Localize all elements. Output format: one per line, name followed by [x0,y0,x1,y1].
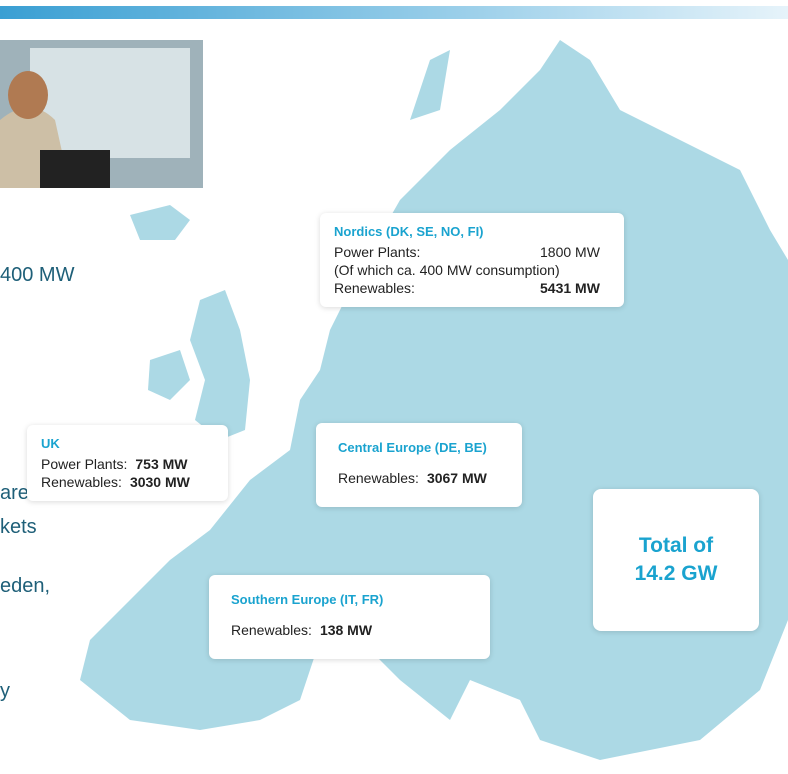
row-label: Renewables: [338,469,419,487]
body-text: 400 MW [0,264,74,287]
row-value: 1800 MW [540,243,610,261]
row-label: (Of which ca. 400 MW consumption) [334,261,560,279]
card-title: UK [41,435,214,453]
region-card: Nordics (DK, SE, NO, FI) Power Plants: 180… [320,213,624,307]
row-value: 3067 MW [427,469,487,487]
total-card: Total of 14.2 GW [593,489,759,631]
photo [0,40,203,188]
row-value: 753 MW [135,455,187,473]
total-line: Total of [639,532,713,560]
slide: 400 MW are kets eden, y Total of 14.2 GW… [0,0,788,774]
card-row: Renewables: 3030 MW [41,473,214,491]
total-line: 14.2 GW [635,560,718,588]
card-title: Southern Europe (IT, FR) [231,591,468,609]
body-text: y [0,680,10,703]
card-row: Renewables: 138 MW [231,621,468,639]
region-card: UK Power Plants: 753 MW Renewables: 3030 MW [27,425,228,501]
body-text: eden, [0,575,50,598]
body-text: kets [0,516,37,539]
card-title: Nordics (DK, SE, NO, FI) [334,223,610,241]
card-row: (Of which ca. 400 MW consumption) [334,261,610,279]
row-label: Power Plants: [334,243,532,261]
row-label: Renewables: [231,621,312,639]
card-row: Renewables: 5431 MW [334,279,610,297]
row-value: 5431 MW [540,279,610,297]
card-row: Power Plants: 1800 MW [334,243,610,261]
row-label: Power Plants: [41,455,127,473]
card-row: Power Plants: 753 MW [41,455,214,473]
row-label: Renewables: [41,473,122,491]
row-value: 138 MW [320,621,372,639]
region-card: Central Europe (DE, BE) Renewables: 3067 M… [316,423,522,507]
card-row: Renewables: 3067 MW [338,469,500,487]
body-text: are [0,482,29,505]
row-value: 3030 MW [130,473,190,491]
top-bar [0,6,788,19]
card-title: Central Europe (DE, BE) [338,439,500,457]
row-label: Renewables: [334,279,532,297]
region-card: Southern Europe (IT, FR) Renewables: 138 M… [209,575,490,659]
